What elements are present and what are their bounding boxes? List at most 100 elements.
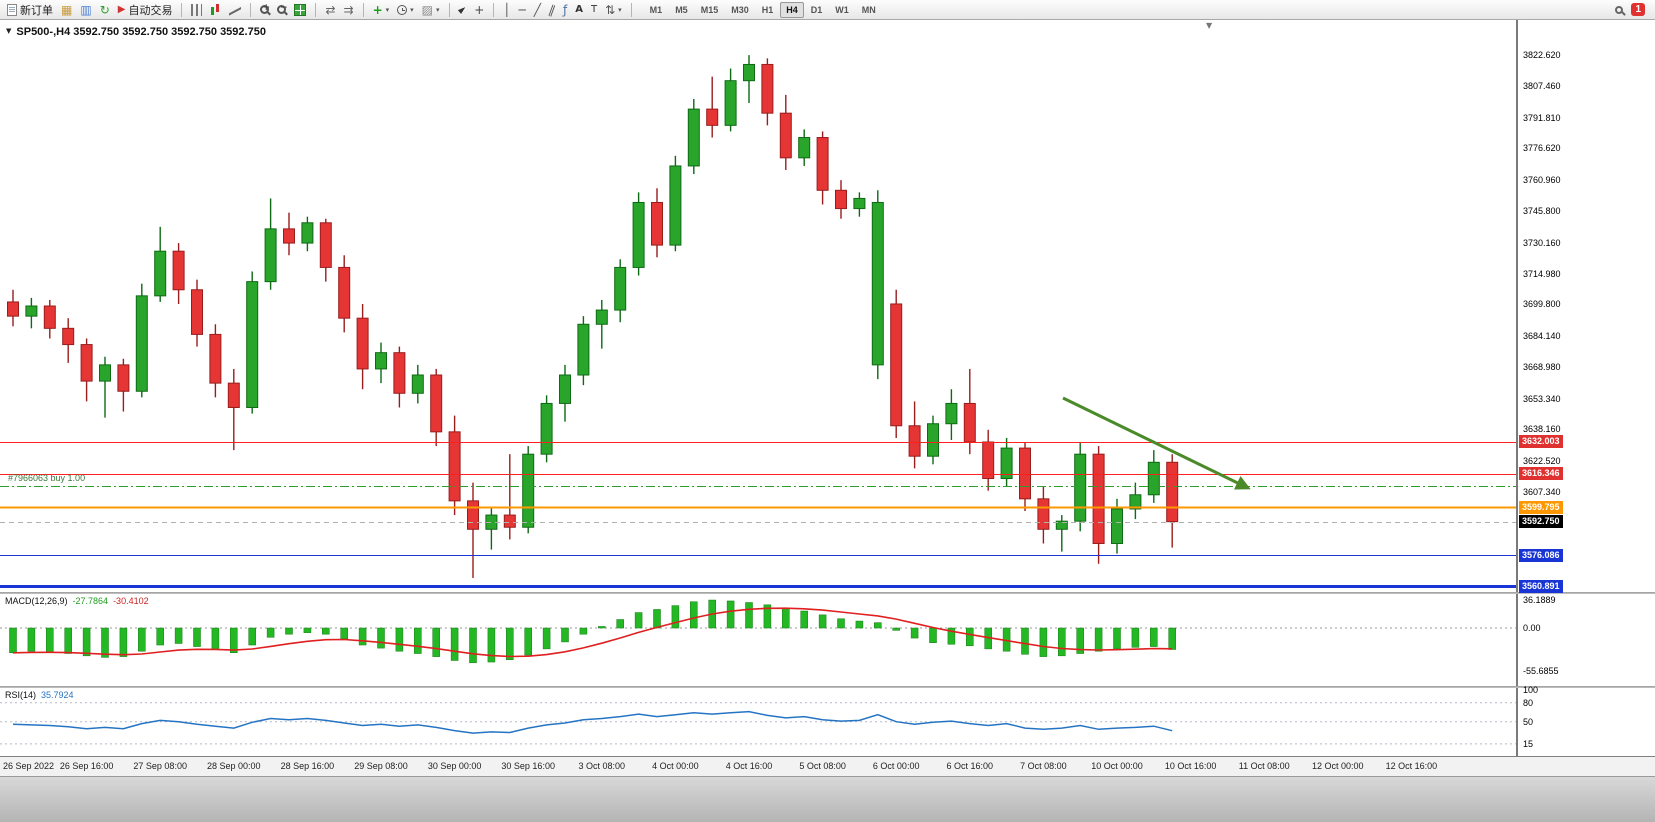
trend-arrow[interactable] bbox=[1062, 396, 1251, 490]
price-axis[interactable]: 3822.620 3807.460 3791.810 3776.620 3760.960… bbox=[1516, 20, 1655, 593]
timeframe-MN[interactable]: MN bbox=[861, 4, 876, 15]
pane-separator[interactable] bbox=[0, 592, 1655, 594]
market-watch-button[interactable]: ▦ bbox=[58, 2, 75, 18]
macd-plot[interactable]: MACD(12,26,9) -27.7864 -30.4102 bbox=[0, 594, 1516, 686]
macd-bar bbox=[1021, 627, 1029, 655]
chart-shift-marker-icon[interactable]: ▼ bbox=[1206, 21, 1213, 30]
chevron-down-icon: ▾ bbox=[436, 5, 440, 14]
candle bbox=[706, 108, 719, 126]
label-tool-button[interactable]: T bbox=[588, 2, 600, 18]
timeframe-H4[interactable]: H4 bbox=[780, 1, 804, 18]
bar-chart-type-button[interactable] bbox=[188, 3, 205, 17]
macd-bar bbox=[745, 602, 753, 629]
fibonacci-tool-button[interactable]: ƒ bbox=[560, 2, 570, 18]
notification-badge[interactable]: 1 bbox=[1631, 3, 1645, 16]
channel-tool-button[interactable]: ∥ bbox=[546, 2, 558, 18]
pane-separator[interactable] bbox=[0, 686, 1655, 688]
macd-bar bbox=[690, 601, 698, 629]
vertical-line-tool-button[interactable]: │ bbox=[500, 2, 513, 18]
macd-bar bbox=[27, 627, 36, 652]
chart-shift-button[interactable]: ⇉ bbox=[341, 2, 357, 18]
auto-scroll-button[interactable]: ⇄ bbox=[322, 2, 338, 18]
timeframe-M5[interactable]: M5 bbox=[675, 4, 688, 15]
trendline-tool-button[interactable]: ╱ bbox=[531, 2, 544, 18]
text-tool-button[interactable]: A bbox=[572, 2, 586, 18]
macd-main-value: -27.7864 bbox=[72, 596, 109, 606]
new-order-button[interactable]: 新订单 bbox=[4, 1, 56, 19]
candle bbox=[890, 303, 903, 427]
time-axis[interactable]: 26 Sep 2022 26 Sep 16:00 27 Sep 08:00 28 Se… bbox=[0, 756, 1655, 776]
text-tool-icon: A bbox=[575, 3, 583, 15]
timeframe-M1[interactable]: M1 bbox=[649, 4, 663, 15]
candle bbox=[62, 327, 75, 346]
rsi-label: RSI(14) 35.7924 bbox=[5, 690, 74, 700]
data-window-button[interactable]: ▥ bbox=[77, 2, 94, 18]
candle bbox=[577, 323, 590, 376]
candle bbox=[1166, 461, 1179, 523]
price-tick: 3791.810 bbox=[1523, 112, 1561, 123]
macd-bar bbox=[966, 627, 974, 647]
timeframe-M30[interactable]: M30 bbox=[731, 4, 749, 15]
price-chart-plot[interactable]: SP500-,H4 3592.750 3592.750 3592.750 359… bbox=[0, 20, 1516, 592]
chevron-down-icon: ▾ bbox=[618, 5, 622, 14]
rsi-pane-row: RSI(14) 35.7924 100 80 50 15 bbox=[0, 685, 1655, 756]
timeframe-D1[interactable]: D1 bbox=[810, 4, 823, 15]
chevron-down-icon: ▾ bbox=[385, 5, 390, 14]
time-label: 30 Sep 16:00 bbox=[501, 761, 555, 771]
line-chart-type-button[interactable] bbox=[226, 3, 244, 17]
tile-windows-button[interactable] bbox=[291, 3, 309, 17]
template-icon: ▨ bbox=[421, 2, 434, 17]
zoom-in-button[interactable] bbox=[257, 3, 272, 15]
macd-name: MACD(12,26,9) bbox=[5, 596, 68, 606]
macd-bar bbox=[248, 627, 256, 646]
zoom-out-icon bbox=[277, 3, 288, 14]
indicators-button[interactable]: + ▾ bbox=[370, 2, 393, 18]
candle bbox=[853, 197, 866, 210]
price-tick: 3653.340 bbox=[1523, 393, 1561, 404]
macd-bar bbox=[1168, 627, 1176, 650]
horizontal-line-tool-button[interactable]: ─ bbox=[516, 2, 529, 18]
timeframe-M15[interactable]: M15 bbox=[700, 4, 719, 15]
macd-bar bbox=[782, 607, 790, 629]
cursor-icon: ► bbox=[455, 2, 469, 16]
toolbar-separator bbox=[630, 2, 632, 17]
price-badge: 3592.750 bbox=[1519, 515, 1563, 529]
arrows-tool-button[interactable]: ⇅ ▾ bbox=[602, 2, 625, 18]
macd-bar bbox=[174, 627, 183, 644]
macd-axis[interactable]: 36.1889 0.00 -55.6855 bbox=[1516, 594, 1655, 686]
candle bbox=[651, 201, 663, 246]
candle bbox=[99, 364, 111, 382]
candle bbox=[467, 500, 479, 530]
periods-button[interactable]: ▾ bbox=[394, 4, 417, 16]
zoom-out-button[interactable] bbox=[274, 3, 289, 15]
macd-pane-row: MACD(12,26,9) -27.7864 -30.4102 36.1889 0.0… bbox=[0, 594, 1655, 686]
auto-trading-button[interactable]: ▶ 自动交易 bbox=[115, 1, 176, 19]
fibonacci-icon: ƒ bbox=[563, 2, 568, 17]
templates-button[interactable]: ▨ ▾ bbox=[419, 2, 443, 18]
macd-canvas bbox=[0, 599, 1516, 664]
macd-bar bbox=[1058, 627, 1066, 657]
rsi-plot[interactable]: RSI(14) 35.7924 bbox=[0, 688, 1516, 756]
rsi-axis[interactable]: 100 80 50 15 bbox=[1516, 685, 1655, 756]
time-label: 28 Sep 00:00 bbox=[207, 761, 261, 771]
rsi-line bbox=[12, 710, 1173, 734]
candle bbox=[798, 137, 811, 159]
timeframe-H1[interactable]: H1 bbox=[761, 4, 774, 15]
search-icon[interactable] bbox=[1615, 5, 1624, 14]
refresh-button[interactable]: ↻ bbox=[97, 2, 113, 18]
cursor-tool-button[interactable]: ► bbox=[456, 2, 470, 18]
candle bbox=[614, 266, 627, 311]
trendline-icon: ╱ bbox=[533, 2, 541, 17]
tile-windows-icon bbox=[294, 3, 307, 16]
crosshair-tool-button[interactable]: + bbox=[471, 2, 487, 18]
price-badge: 3560.891 bbox=[1519, 579, 1563, 593]
candle bbox=[1129, 494, 1142, 510]
bar-chart-icon bbox=[191, 3, 203, 16]
macd-bar bbox=[561, 627, 569, 643]
candle-chart-type-button[interactable] bbox=[207, 3, 224, 17]
clock-icon bbox=[397, 4, 408, 15]
zoom-in-icon bbox=[260, 3, 270, 14]
price-tick: 3638.160 bbox=[1523, 424, 1561, 435]
candle bbox=[632, 201, 645, 268]
timeframe-W1[interactable]: W1 bbox=[835, 4, 849, 15]
